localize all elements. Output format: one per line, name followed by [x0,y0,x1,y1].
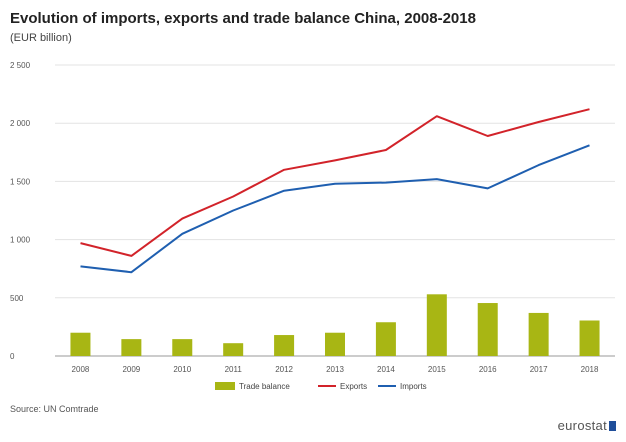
bar-trade-balance [528,312,549,356]
x-tick-label: 2018 [581,365,599,374]
y-tick-label: 2 000 [10,119,31,128]
legend-label-imports: Imports [400,382,427,391]
x-tick-label: 2008 [72,365,90,374]
bar-trade-balance [121,339,142,356]
bar-trade-balance [223,343,244,356]
x-tick-label: 2017 [530,365,548,374]
bar-trade-balance [274,335,295,356]
x-tick-label: 2010 [173,365,191,374]
bar-trade-balance [325,332,345,356]
y-tick-label: 1 500 [10,177,31,186]
chart-subtitle: (EUR billion) [10,32,72,44]
bar-trade-balance [70,332,91,356]
eurostat-logo: eurostat [558,418,616,433]
source-note: Source: UN Comtrade [10,404,99,414]
bar-trade-balance [172,339,193,356]
line-exports [80,108,590,257]
x-tick-label: 2015 [428,365,446,374]
logo-text: eurostat [557,418,607,433]
x-tick-label: 2013 [326,365,344,374]
y-tick-label: 1 000 [10,236,31,245]
logo-square-icon [609,421,616,431]
line-imports [80,144,590,274]
y-tick-label: 500 [10,294,24,303]
x-tick-label: 2012 [275,365,293,374]
chart-title: Evolution of imports, exports and trade … [10,10,476,27]
bar-trade-balance [426,294,447,356]
x-tick-label: 2016 [479,365,497,374]
bar-trade-balance [579,320,600,356]
x-tick-label: 2009 [122,365,140,374]
x-tick-label: 2011 [225,365,243,374]
y-tick-label: 0 [10,352,15,361]
legend-label-trade-balance: Trade balance [239,382,290,391]
bar-trade-balance [477,303,498,356]
legend-label-exports: Exports [340,382,367,391]
y-tick-label: 2 500 [10,61,31,70]
legend-swatch-trade-balance [215,382,235,390]
bar-trade-balance [375,322,396,356]
x-tick-label: 2014 [377,365,395,374]
